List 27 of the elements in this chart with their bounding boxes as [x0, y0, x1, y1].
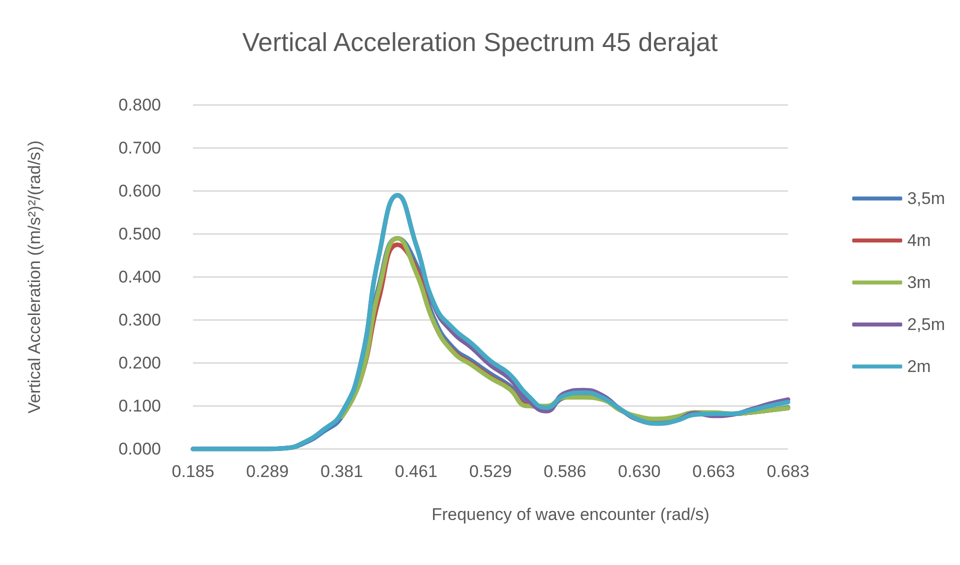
legend-label: 2,5m: [907, 315, 946, 334]
y-tick-label: 0.100: [118, 396, 161, 416]
legend-label: 2m: [907, 357, 931, 376]
y-tick-label: 0.500: [118, 224, 161, 244]
x-tick-label: 0.289: [246, 462, 289, 481]
x-tick-label: 0.630: [618, 462, 661, 481]
y-tick-label: 0.600: [118, 182, 161, 200]
x-tick-label: 0.683: [766, 462, 810, 481]
y-tick-label: 0.200: [118, 354, 161, 372]
legend-label: 3,5m: [907, 189, 946, 208]
y-tick-label: 0.000: [118, 440, 161, 458]
y-tick-label: 0.400: [118, 268, 161, 286]
y-tick-label: 0.700: [118, 138, 161, 158]
x-tick-label: 0.586: [544, 462, 586, 481]
line-series: [190, 193, 790, 452]
y-axis-title: Vertical Acceleration ((m/s²)²/(rad/s)): [25, 140, 44, 414]
x-tick-label: 0.185: [172, 462, 214, 481]
x-tick-label: 0.381: [320, 462, 364, 481]
y-tick-label: 0.800: [118, 96, 161, 114]
x-tick-label: 0.529: [469, 462, 512, 481]
x-tick-label: 0.663: [692, 462, 735, 481]
legend-label: 4m: [907, 231, 931, 250]
legend-label: 3m: [907, 273, 931, 292]
chart-title: Vertical Acceleration Spectrum 45 derajat: [242, 27, 719, 57]
y-tick-label: 0.300: [118, 310, 161, 330]
x-tick-label: 0.461: [394, 462, 438, 481]
x-axis-title: Frequency of wave encounter (rad/s): [432, 505, 710, 524]
